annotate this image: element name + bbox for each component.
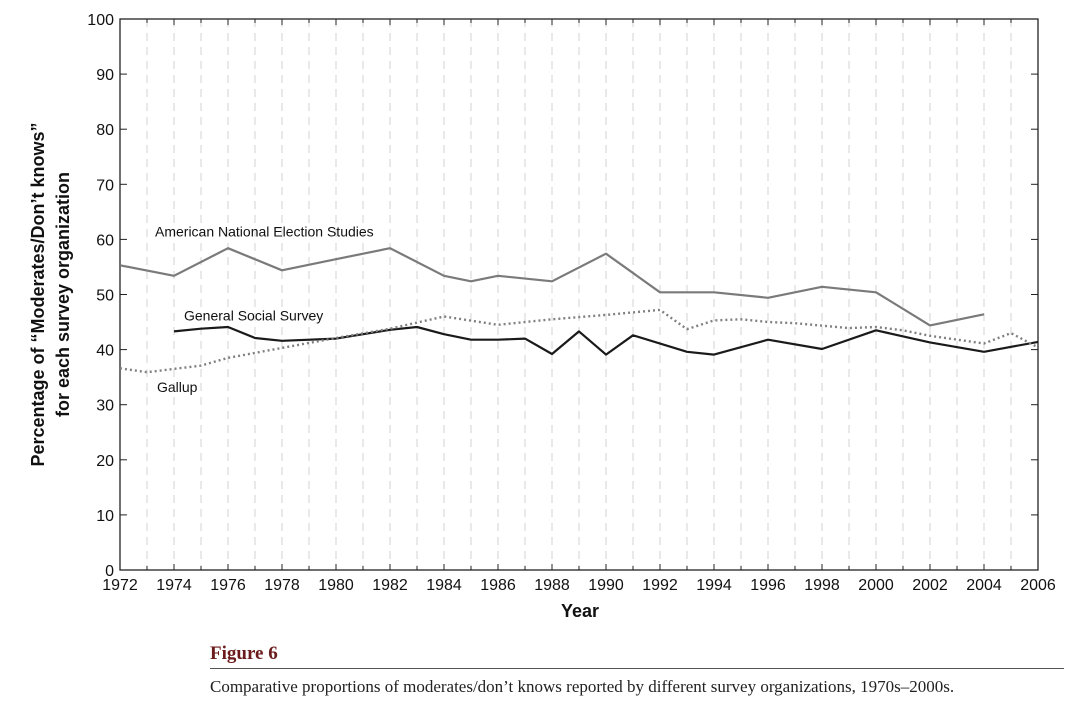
x-tick-label-1992: 1992: [642, 577, 678, 594]
y-tick-label-20: 20: [96, 453, 114, 470]
y-tick-label-100: 100: [87, 12, 114, 29]
series-lines: [119, 247, 1039, 374]
series-gallup: [119, 308, 1039, 374]
x-tick-label-1984: 1984: [426, 577, 462, 594]
series-line-anes: [119, 247, 985, 327]
series-anes: [119, 247, 985, 327]
y-tick-label-90: 90: [96, 67, 114, 84]
series-gss: [173, 325, 1039, 356]
y-tick-label-0: 0: [105, 563, 114, 580]
x-tick-label-2000: 2000: [858, 577, 894, 594]
series-line-gallup: [119, 308, 1039, 374]
y-tick-label-80: 80: [96, 122, 114, 139]
x-tick-label-2004: 2004: [966, 577, 1002, 594]
series-label-gss: General Social Survey: [184, 307, 323, 323]
x-tick-label-1990: 1990: [588, 577, 624, 594]
y-tick-label-30: 30: [96, 398, 114, 415]
x-tick-label-1988: 1988: [534, 577, 570, 594]
y-tick-label-70: 70: [96, 177, 114, 194]
series-label-anes: American National Election Studies: [155, 223, 374, 239]
x-tick-label-1998: 1998: [804, 577, 840, 594]
line-chart: 1972 1974 1976 1978 1980 1982 1984 1986 1988 1990…: [28, 12, 1056, 621]
y-tick-label-50: 50: [96, 288, 114, 305]
y-tick-label-40: 40: [96, 343, 114, 360]
x-tick-label-1994: 1994: [696, 577, 732, 594]
y-tick-label-10: 10: [96, 508, 114, 525]
y-axis-label-line-1: Percentage of “Moderates/Don’t knows”: [28, 122, 48, 466]
x-tick-label-2002: 2002: [912, 577, 948, 594]
figure-caption: Figure 6 Comparative proportions of mode…: [210, 642, 1064, 697]
x-tick-label-1982: 1982: [372, 577, 408, 594]
vertical-gridlines: [146, 19, 1012, 570]
series-label-gallup: Gallup: [157, 379, 198, 395]
series-line-gss: [173, 325, 1039, 356]
x-tick-label-1976: 1976: [210, 577, 246, 594]
y-axis-label-line-2: for each survey organization: [53, 172, 73, 417]
x-tick-label-1986: 1986: [480, 577, 516, 594]
x-tick-label-1978: 1978: [264, 577, 300, 594]
x-tick-label-1996: 1996: [750, 577, 786, 594]
x-tick-label-2006: 2006: [1020, 577, 1056, 594]
figure-title: Figure 6: [210, 642, 1064, 669]
y-tick-label-60: 60: [96, 232, 114, 249]
x-axis-label: Year: [561, 601, 599, 621]
figure-caption-text: Comparative proportions of moderates/don…: [210, 677, 955, 696]
x-tick-label-1980: 1980: [318, 577, 354, 594]
x-tick-label-1972: 1972: [102, 577, 138, 594]
axis-ticks: 1972 1974 1976 1978 1980 1982 1984 1986 1988 1990…: [87, 12, 1056, 594]
x-tick-label-1974: 1974: [156, 577, 192, 594]
